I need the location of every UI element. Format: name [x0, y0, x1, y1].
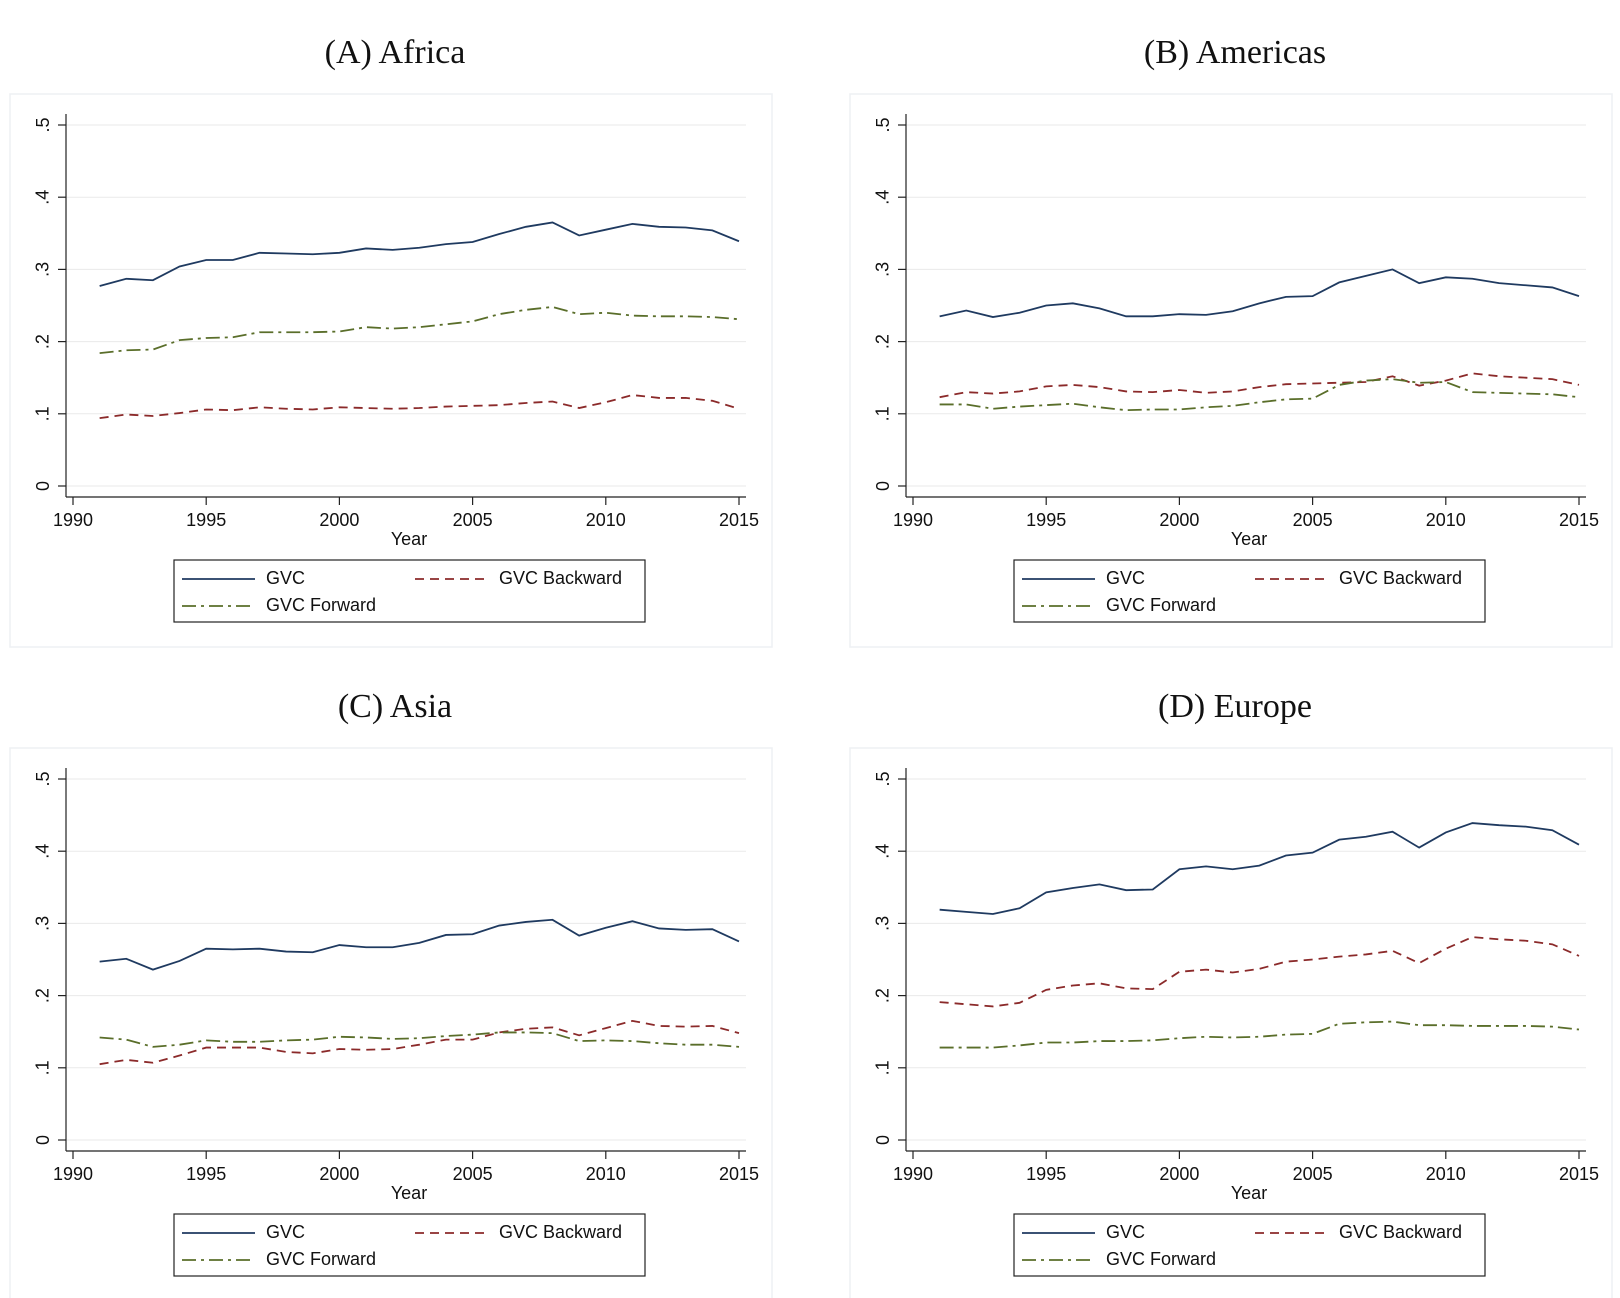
chart-title: (D) Europe	[1158, 688, 1312, 725]
legend-label: GVC Forward	[266, 595, 376, 615]
series-line	[939, 378, 1580, 412]
chart-panel: (C) Asia 0 .1 .2 .3 .4 .5 1990 1995 2000 2005 2010 2…	[9, 688, 773, 1298]
y-tick-label: .2	[33, 988, 53, 1003]
x-axis-label: Year	[391, 1183, 427, 1203]
legend-box	[173, 1213, 646, 1277]
x-tick-label: 2005	[453, 510, 493, 530]
y-tick-label: .3	[33, 916, 53, 931]
x-tick-label: 1995	[186, 510, 226, 530]
legend-label: GVC Forward	[1106, 1249, 1216, 1269]
y-tick-label: .1	[33, 406, 53, 421]
x-tick-label: 2000	[1159, 1164, 1199, 1184]
y-tick-label: 0	[873, 481, 893, 491]
y-tick-label: .5	[873, 117, 893, 132]
y-tick-label: 0	[33, 1135, 53, 1145]
y-tick-label: .2	[33, 334, 53, 349]
x-tick-label: 2000	[319, 510, 359, 530]
x-tick-label: 1995	[1026, 1164, 1066, 1184]
series-line	[99, 394, 740, 420]
series-line	[99, 221, 740, 287]
legend-label: GVC	[266, 1222, 305, 1242]
x-axis-label: Year	[1231, 1183, 1267, 1203]
y-tick-label: .4	[33, 844, 53, 859]
y-tick-label: 0	[33, 481, 53, 491]
series-line	[939, 268, 1580, 318]
chart-title: (A) Africa	[325, 34, 466, 71]
x-tick-label: 2015	[1559, 510, 1599, 530]
series-line	[99, 306, 740, 355]
series-line	[939, 1020, 1580, 1049]
chart-panel: (A) Africa 0 .1 .2 .3 .4 .5 1990 1995 2000 2005 201…	[9, 34, 773, 648]
y-tick-label: .3	[873, 262, 893, 277]
x-tick-label: 1995	[186, 1164, 226, 1184]
legend-label: GVC Backward	[1339, 568, 1462, 588]
plot-frame	[9, 747, 773, 1298]
x-tick-label: 2005	[453, 1164, 493, 1184]
x-tick-label: 2005	[1293, 510, 1333, 530]
x-tick-label: 1990	[893, 1164, 933, 1184]
y-tick-label: .5	[33, 117, 53, 132]
chart-panel: (D) Europe 0 .1 .2 .3 .4 .5 1990 1995 2000 2005 201…	[849, 688, 1613, 1298]
legend-label: GVC	[266, 568, 305, 588]
y-tick-label: .4	[33, 190, 53, 205]
y-tick-label: .5	[873, 771, 893, 786]
x-tick-label: 2010	[1426, 1164, 1466, 1184]
plot-frame	[9, 93, 773, 648]
x-tick-label: 2010	[586, 510, 626, 530]
x-tick-label: 1995	[1026, 510, 1066, 530]
x-tick-label: 2015	[719, 510, 759, 530]
series-line	[939, 936, 1580, 1008]
y-tick-label: .1	[33, 1060, 53, 1075]
legend-label: GVC	[1106, 568, 1145, 588]
x-tick-label: 1990	[893, 510, 933, 530]
legend-label: GVC Backward	[1339, 1222, 1462, 1242]
x-axis-label: Year	[391, 529, 427, 549]
y-tick-label: .3	[873, 916, 893, 931]
chart-title: (B) Americas	[1144, 34, 1326, 71]
x-tick-label: 2000	[1159, 510, 1199, 530]
series-line	[99, 1019, 740, 1066]
y-tick-label: 0	[873, 1135, 893, 1145]
y-tick-label: .2	[873, 334, 893, 349]
y-tick-label: .4	[873, 844, 893, 859]
chart-panel: (B) Americas 0 .1 .2 .3 .4 .5 1990 1995 2000 2005 2…	[849, 34, 1613, 648]
x-tick-label: 1990	[53, 1164, 93, 1184]
y-tick-label: .2	[873, 988, 893, 1003]
plot-frame	[849, 747, 1613, 1298]
y-tick-label: .4	[873, 190, 893, 205]
series-line	[939, 822, 1580, 915]
series-line	[99, 918, 740, 971]
x-tick-label: 2000	[319, 1164, 359, 1184]
y-tick-label: .3	[33, 262, 53, 277]
x-axis-label: Year	[1231, 529, 1267, 549]
legend-label: GVC	[1106, 1222, 1145, 1242]
legend-label: GVC Backward	[499, 568, 622, 588]
series-line	[939, 372, 1580, 399]
legend-label: GVC Backward	[499, 1222, 622, 1242]
x-tick-label: 2015	[1559, 1164, 1599, 1184]
y-tick-label: .5	[33, 771, 53, 786]
x-tick-label: 1990	[53, 510, 93, 530]
y-tick-label: .1	[873, 406, 893, 421]
legend-label: GVC Forward	[1106, 595, 1216, 615]
plot-frame	[849, 93, 1613, 648]
x-tick-label: 2010	[1426, 510, 1466, 530]
y-tick-label: .1	[873, 1060, 893, 1075]
legend-box	[1013, 559, 1486, 623]
legend-label: GVC Forward	[266, 1249, 376, 1269]
x-tick-label: 2005	[1293, 1164, 1333, 1184]
x-tick-label: 2010	[586, 1164, 626, 1184]
chart-title: (C) Asia	[338, 688, 452, 725]
series-line	[99, 1031, 740, 1048]
legend-box	[173, 559, 646, 623]
x-tick-label: 2015	[719, 1164, 759, 1184]
legend-box	[1013, 1213, 1486, 1277]
